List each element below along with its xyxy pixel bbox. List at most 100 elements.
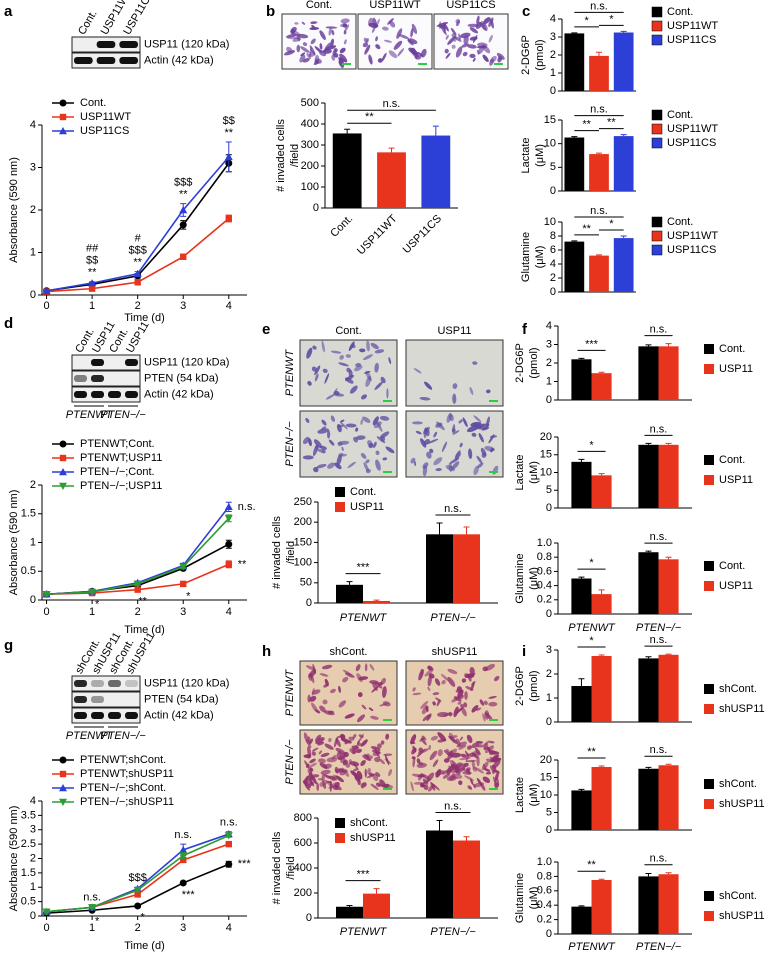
cell <box>318 750 323 755</box>
annotation: n.s. <box>83 891 101 903</box>
cell <box>467 785 473 790</box>
cell <box>362 354 373 361</box>
annotation: ** <box>88 267 97 279</box>
cell <box>312 345 317 350</box>
cell <box>488 696 497 699</box>
cell <box>348 341 355 351</box>
error-bar <box>645 344 652 347</box>
blot-band <box>108 712 121 719</box>
error-bar <box>645 873 652 877</box>
cell <box>360 739 368 747</box>
legend-swatch <box>651 137 663 149</box>
panel-label: h <box>262 643 271 660</box>
y-tick-label: 2 <box>30 204 36 216</box>
point <box>134 902 142 910</box>
cell <box>493 756 499 762</box>
cell <box>377 743 382 749</box>
bar <box>658 765 679 830</box>
error-bar <box>620 235 627 239</box>
cell <box>324 743 334 750</box>
blot-band <box>91 375 104 382</box>
cell <box>368 54 373 65</box>
cell <box>493 769 500 774</box>
cell <box>451 44 456 49</box>
bar <box>571 906 592 934</box>
point <box>224 832 233 840</box>
cell <box>488 34 493 43</box>
error-bar <box>388 147 395 153</box>
blot-row-label: Actin (42 kDa) <box>144 709 214 721</box>
point <box>42 286 51 294</box>
y-axis-label: Glutamine <box>514 873 526 923</box>
cell <box>334 462 342 470</box>
error-bar <box>645 442 652 445</box>
panel-label: b <box>266 3 275 20</box>
y-tick-label: 5 <box>550 161 556 173</box>
cell <box>336 454 342 466</box>
x-tick-label: 2 <box>135 606 141 618</box>
bar <box>571 790 592 830</box>
cell <box>366 340 370 352</box>
point <box>180 253 187 260</box>
bracket-label: *** <box>357 561 371 573</box>
cell <box>330 688 336 694</box>
cell <box>314 365 321 376</box>
y-tick-label: 150 <box>294 536 312 548</box>
cell <box>442 773 451 779</box>
x-tick-label: PTENWT <box>568 941 616 953</box>
cell <box>476 455 483 464</box>
x-tick-label: 0 <box>43 300 49 312</box>
cell <box>465 752 469 762</box>
cell <box>377 58 383 63</box>
bracket-label: n.s. <box>650 323 668 335</box>
cell <box>426 713 432 721</box>
cell <box>351 745 360 750</box>
blot-band <box>108 391 121 398</box>
legend-marker <box>59 482 67 490</box>
cell <box>343 760 348 765</box>
cell <box>422 778 429 785</box>
cell <box>424 668 434 677</box>
bracket-label: * <box>585 15 590 27</box>
y-tick-label: 0.4 <box>537 580 552 592</box>
cell <box>338 685 341 693</box>
point <box>180 580 187 588</box>
legend-marker <box>59 468 67 476</box>
cell <box>444 48 449 54</box>
legend-swatch <box>704 344 714 354</box>
y-tick-label: 200 <box>301 160 319 172</box>
bar <box>658 346 679 400</box>
cell <box>328 439 335 446</box>
y-axis-label: Lactate <box>514 454 526 490</box>
cell <box>441 441 448 453</box>
cell <box>307 766 313 775</box>
x-tick-label: 0 <box>43 922 49 934</box>
cell <box>455 46 463 58</box>
cell <box>457 701 462 705</box>
y-axis-label: /field <box>285 541 297 564</box>
cell <box>459 32 471 39</box>
x-tick-label: PTEN−/− <box>430 612 476 624</box>
bar <box>453 840 480 918</box>
annotation: * <box>95 599 100 611</box>
legend-label: PTENWT;shUSP11 <box>80 768 174 780</box>
legend-swatch <box>651 109 663 121</box>
cell <box>463 702 468 708</box>
bar <box>638 444 659 508</box>
bar <box>336 584 363 603</box>
column-label: shUSP11 <box>432 646 478 658</box>
bracket-label: * <box>589 439 594 451</box>
legend-label: shUSP11 <box>350 832 396 844</box>
point <box>224 502 233 511</box>
cell <box>458 780 463 786</box>
bracket-label: n.s. <box>444 503 462 515</box>
cell <box>355 435 366 440</box>
cell <box>423 426 430 435</box>
blot-strip <box>71 675 141 692</box>
cell <box>473 415 482 423</box>
cell <box>337 440 350 445</box>
y-tick-label: 15 <box>544 114 556 126</box>
y-tick-label: 0 <box>30 594 36 606</box>
cell <box>498 55 503 61</box>
